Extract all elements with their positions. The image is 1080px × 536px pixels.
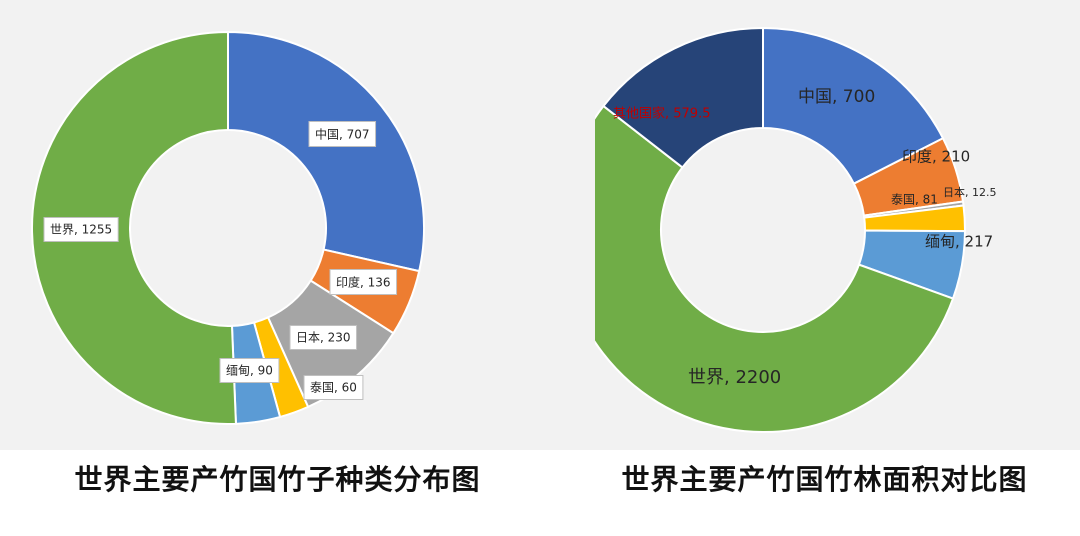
svg-text:印度, 210: 印度, 210 — [902, 148, 970, 166]
bamboo-forest-area-chart-panel: 中国, 700 印度, 210 日本, 12.5 泰国, 81 缅甸, 217 世界, 2… — [595, 0, 1080, 536]
slice-label-2: 日本, 230 — [289, 325, 358, 350]
slice-label-0: 中国, 707 — [308, 121, 377, 147]
svg-text:日本, 230: 日本, 230 — [296, 331, 351, 345]
svg-text:印度, 136: 印度, 136 — [336, 275, 391, 290]
donut-slice-5 — [31, 30, 237, 425]
donut-slice-0 — [227, 30, 425, 273]
donut-slice-5 — [595, 104, 955, 433]
slice-label-5: 世界, 2200 — [688, 367, 781, 388]
bamboo-species-chart-panel: 中国, 707 印度, 136 日本, 230 泰国, 60 缅甸, 90 世界, 125… — [0, 0, 595, 496]
slice-label-6: 其他国家, 579.5 — [613, 106, 710, 122]
svg-text:世界, 1255: 世界, 1255 — [50, 223, 112, 237]
svg-text:泰国, 60: 泰国, 60 — [310, 381, 357, 395]
svg-text:其他国家, 579.5: 其他国家, 579.5 — [613, 106, 710, 122]
slice-label-1: 印度, 210 — [902, 148, 970, 166]
donut-slice-0 — [762, 26, 945, 186]
svg-text:中国, 707: 中国, 707 — [315, 127, 370, 142]
slice-label-0: 中国, 700 — [798, 87, 875, 107]
slice-label-5: 世界, 1255 — [43, 217, 119, 242]
svg-text:泰国, 81: 泰国, 81 — [891, 193, 938, 207]
slice-label-3: 泰国, 81 — [891, 193, 938, 207]
donut-slice-6 — [602, 26, 764, 169]
bamboo-forest-area-donut-chart: 中国, 700 印度, 210 日本, 12.5 泰国, 81 缅甸, 217 世界, 2… — [595, 26, 997, 433]
svg-text:世界, 2200: 世界, 2200 — [688, 367, 781, 388]
slice-label-4: 缅甸, 90 — [219, 358, 280, 383]
svg-text:中国, 700: 中国, 700 — [798, 87, 875, 107]
bamboo-species-donut-chart: 中国, 707 印度, 136 日本, 230 泰国, 60 缅甸, 90 世界, 125… — [31, 30, 425, 425]
svg-text:缅甸, 90: 缅甸, 90 — [226, 364, 273, 378]
slice-label-4: 缅甸, 217 — [925, 233, 993, 251]
svg-text:日本, 12.5: 日本, 12.5 — [943, 185, 997, 199]
svg-text:缅甸, 217: 缅甸, 217 — [925, 233, 993, 251]
chart-title: 世界主要产竹国竹子种类分布图 — [74, 463, 481, 496]
slice-label-2: 日本, 12.5 — [943, 185, 997, 199]
slice-label-1: 印度, 136 — [329, 269, 398, 295]
slice-label-3: 泰国, 60 — [303, 375, 364, 400]
chart-title: 世界主要产竹国竹林面积对比图 — [621, 463, 1028, 496]
